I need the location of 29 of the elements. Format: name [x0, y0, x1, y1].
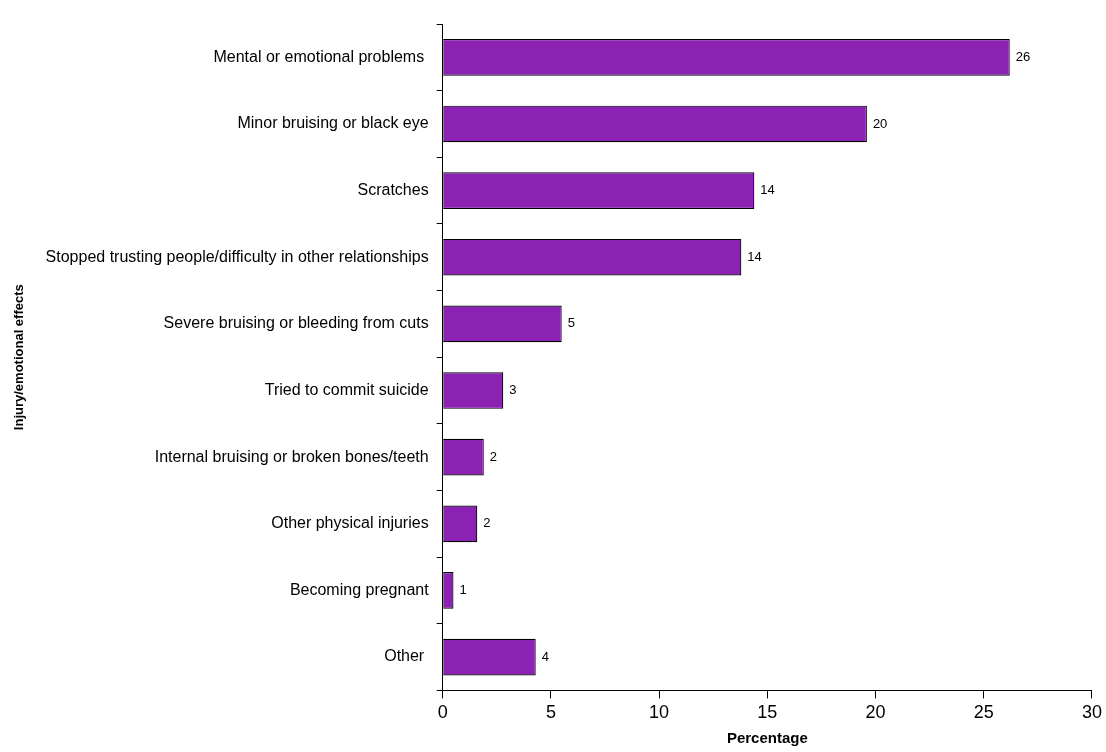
y-tick-label: Stopped trusting people/difficulty in other relationships [45, 247, 429, 265]
y-tick-label: Internal bruising or broken bones/teeth [154, 447, 429, 465]
y-tick-label: Mental or emotional problems [213, 47, 429, 65]
x-tick-label: 25 [973, 702, 994, 723]
y-tick-label: Scratches [357, 181, 429, 199]
y-tick-label: Other [384, 647, 429, 665]
x-axis-title: Percentage [726, 729, 808, 747]
x-tick-label: 20 [865, 702, 886, 723]
y-tick-label: Becoming pregnant [289, 580, 430, 598]
data-label: 14 [760, 182, 775, 198]
data-label: 1 [459, 582, 467, 598]
x-tick-label: 0 [437, 702, 448, 723]
data-label: 14 [747, 248, 762, 264]
x-tick-label: 10 [649, 702, 670, 723]
x-tick-label: 15 [757, 702, 778, 723]
x-tick-label: 5 [545, 702, 556, 723]
data-label: 2 [483, 515, 491, 531]
data-label: 5 [567, 315, 575, 331]
y-tick-label: Other physical injuries [271, 514, 429, 532]
data-label: 20 [872, 115, 888, 131]
y-axis-title: Injury/emotional effects [11, 284, 27, 431]
data-label: 3 [509, 382, 517, 398]
y-tick-label: Severe bruising or bleeding from cuts [163, 314, 429, 332]
y-tick-label: Minor bruising or black eye [237, 114, 429, 132]
y-tick-label: Tried to commit suicide [264, 380, 429, 398]
data-label: 2 [489, 448, 498, 464]
x-tick-label: 30 [1081, 702, 1102, 723]
data-label: 26 [1015, 48, 1031, 64]
data-label: 4 [541, 648, 549, 664]
